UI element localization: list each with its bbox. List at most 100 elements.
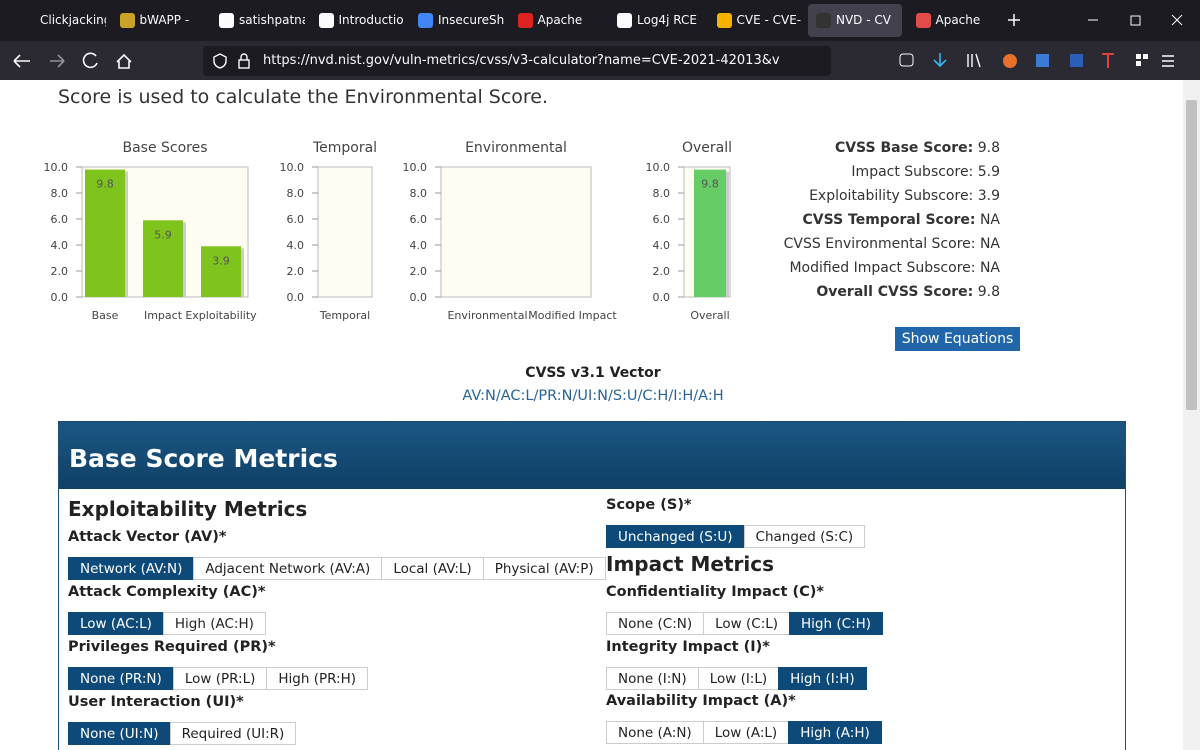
chart-title: Overall (682, 140, 732, 156)
bar (694, 169, 726, 297)
score-row: Exploitability Subscore: 3.9 (809, 186, 1000, 206)
pocket-icon[interactable] (899, 53, 914, 67)
y-tick-label: 6.0 (653, 213, 671, 226)
option-button[interactable]: None (I:N) (606, 666, 699, 690)
lock-icon (240, 53, 248, 60)
plot-area (317, 166, 373, 298)
tab-icon (119, 13, 135, 28)
metric-label: Attack Complexity (AC)* (68, 584, 266, 600)
score-value: NA (979, 212, 1000, 228)
chart-title: Environmental (465, 140, 567, 156)
library-icon[interactable] (967, 53, 981, 68)
option-button[interactable]: Low (I:L) (697, 666, 780, 690)
score-label: Overall CVSS Score: (816, 284, 974, 300)
back-button[interactable] (13, 54, 30, 68)
option-button[interactable]: Low (AC:L) (68, 612, 164, 635)
extensions-icon (1143, 54, 1148, 59)
option-button[interactable]: High (PR:H) (266, 667, 369, 690)
y-tick-label: 2.0 (410, 265, 428, 278)
x-tick-label: Impact (144, 309, 183, 322)
option-button[interactable]: Local (AV:L) (381, 557, 484, 580)
browser-tab[interactable]: Introductio (311, 4, 405, 37)
shield-icon[interactable] (213, 53, 227, 69)
option-button[interactable]: None (PR:N) (68, 667, 174, 690)
tab-icon (915, 13, 931, 28)
score-row: CVSS Environmental Score: NA (784, 234, 1000, 254)
show-equations-button[interactable]: Show Equations (895, 327, 1020, 351)
extension-icon[interactable] (1102, 53, 1114, 68)
option-button[interactable]: Changed (S:C) (743, 525, 866, 548)
score-label: Impact Subscore: (851, 164, 974, 180)
extension-icon[interactable] (1036, 54, 1049, 67)
option-button[interactable]: High (I:H) (778, 666, 867, 690)
score-label: CVSS Environmental Score: (783, 236, 976, 252)
data-label: 9.8 (96, 178, 114, 191)
scroll-thumb[interactable] (1186, 100, 1197, 410)
option-button[interactable]: High (AC:H) (162, 612, 266, 635)
url-bar[interactable]: https://nvd.nist.gov/vuln-metrics/cvss/v… (203, 46, 831, 76)
option-row: None (I:N) Low (I:L) High (I:H) (606, 666, 867, 690)
score-value: NA (979, 260, 1000, 276)
option-button[interactable]: Low (PR:L) (172, 667, 268, 690)
downloads-icon[interactable] (933, 53, 947, 68)
option-button[interactable]: Required (UI:R) (169, 722, 297, 745)
option-button[interactable]: Physical (AV:P) (482, 557, 606, 580)
option-button[interactable]: None (A:N) (606, 721, 704, 744)
score-label: CVSS Temporal Score: (802, 212, 976, 228)
browser-tab[interactable]: InsecureSho (410, 4, 504, 37)
option-button[interactable]: Adjacent Network (AV:A) (193, 557, 383, 580)
extensions-icon[interactable] (1136, 54, 1141, 59)
option-row: Unchanged (S:U) Changed (S:C) (606, 525, 866, 548)
y-tick-label: 6.0 (51, 213, 69, 226)
bar (201, 246, 241, 297)
close-window-icon[interactable] (1171, 14, 1183, 26)
chart-title: Base Scores (122, 140, 207, 156)
browser-tab[interactable]: bWAPP - HT (112, 4, 206, 37)
home-button[interactable] (116, 53, 132, 69)
option-button[interactable]: Low (C:L) (703, 612, 791, 635)
metric-label: Attack Vector (AV)* (68, 529, 227, 545)
bar (85, 169, 125, 297)
browser-tab[interactable]: CVE - CVE-2 (709, 4, 803, 37)
forward-button[interactable] (50, 54, 65, 68)
page-content: Score is used to calculate the Environme… (0, 80, 1183, 750)
score-row: CVSS Temporal Score: NA (803, 210, 1000, 230)
browser-tab[interactable]: Apache HTT (908, 4, 1002, 37)
bar (143, 220, 183, 297)
option-button[interactable]: High (C:H) (789, 612, 884, 635)
tab-bar: Clickjacking bWAPP - HTsatishpatnaIntrodu… (0, 0, 1200, 41)
extension-icon[interactable] (1003, 54, 1017, 68)
option-button[interactable]: Network (AV:N) (68, 557, 195, 580)
option-row: Low (AC:L) High (AC:H) (68, 612, 266, 635)
tab-icon (716, 13, 732, 28)
browser-tab[interactable]: NVD - CV (808, 4, 902, 37)
score-label: Modified Impact Subscore: (789, 260, 976, 276)
reload-button[interactable] (82, 52, 98, 69)
data-label: 3.9 (212, 254, 230, 267)
score-row: CVSS Base Score: 9.8 (835, 138, 1000, 158)
browser-tab[interactable]: satishpatna (211, 4, 305, 37)
browser-tab[interactable]: Log4j RCE C (609, 4, 703, 37)
option-button[interactable]: None (C:N) (606, 612, 705, 635)
scrollbar (1183, 80, 1200, 750)
toolbar-icons (899, 53, 1174, 68)
menu-icon[interactable] (1162, 55, 1174, 67)
y-tick-label: 4.0 (410, 239, 428, 252)
maximize-icon[interactable] (1130, 15, 1141, 26)
y-tick-label: 10.0 (403, 161, 428, 174)
section-heading: Impact Metrics (606, 552, 774, 576)
y-tick-label: 4.0 (51, 239, 69, 252)
option-button[interactable]: Low (A:L) (702, 721, 790, 744)
y-tick-label: 10.0 (44, 161, 69, 174)
option-button[interactable]: None (UI:N) (68, 722, 171, 745)
metrics-panel: Base Score Metrics (58, 421, 1126, 750)
browser-tab[interactable]: Apache HTT (510, 4, 604, 37)
option-button[interactable]: Unchanged (S:U) (606, 525, 745, 548)
y-tick-label: 4.0 (287, 239, 305, 252)
score-label: Exploitability Subscore: (809, 188, 974, 204)
lock-icon[interactable] (238, 59, 250, 69)
browser-tab[interactable]: Clickjacking (40, 13, 106, 27)
option-button[interactable]: High (A:H) (788, 721, 882, 744)
vector-link[interactable]: AV:N/AC:L/PR:N/UI:N/S:U/C:H/I:H/A:H (462, 388, 724, 404)
extension-icon[interactable] (1070, 54, 1083, 67)
